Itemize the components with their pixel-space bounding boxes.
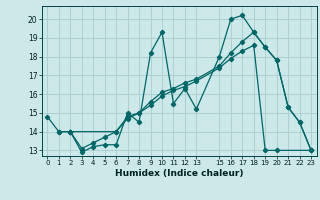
- X-axis label: Humidex (Indice chaleur): Humidex (Indice chaleur): [115, 169, 244, 178]
